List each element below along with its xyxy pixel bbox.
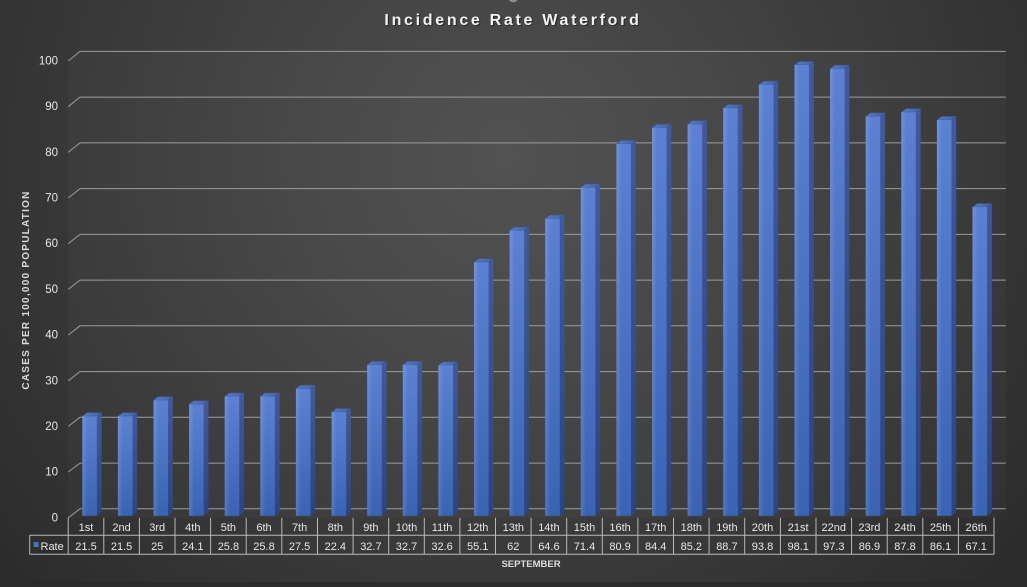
- svg-text:80.9: 80.9: [609, 541, 630, 553]
- svg-text:93.8: 93.8: [752, 541, 773, 553]
- svg-text:6th: 6th: [256, 522, 271, 534]
- svg-text:26th: 26th: [965, 522, 986, 534]
- svg-text:87.8: 87.8: [894, 541, 915, 553]
- svg-text:20th: 20th: [752, 522, 773, 534]
- svg-text:24.1: 24.1: [182, 541, 203, 553]
- svg-text:60: 60: [45, 238, 58, 250]
- svg-text:90: 90: [45, 101, 58, 113]
- svg-text:21.5: 21.5: [111, 541, 132, 553]
- svg-text:27.5: 27.5: [289, 541, 310, 553]
- svg-text:50: 50: [45, 284, 58, 296]
- svg-text:21.5: 21.5: [75, 541, 96, 553]
- svg-text:CASES PER 100,000 POPULATION: CASES PER 100,000 POPULATION: [21, 190, 32, 389]
- svg-text:21st: 21st: [788, 522, 809, 534]
- svg-text:12th: 12th: [467, 522, 488, 534]
- svg-text:10th: 10th: [396, 522, 417, 534]
- svg-text:10: 10: [45, 467, 58, 479]
- svg-text:Incidence Rate Waterford: Incidence Rate Waterford: [384, 12, 641, 29]
- svg-text:22.4: 22.4: [325, 541, 346, 553]
- svg-text:8th: 8th: [328, 522, 343, 534]
- svg-text:88.7: 88.7: [716, 541, 737, 553]
- svg-text:62: 62: [507, 541, 519, 553]
- svg-text:86.1: 86.1: [930, 541, 951, 553]
- svg-text:30: 30: [45, 375, 58, 387]
- svg-text:4th: 4th: [185, 522, 200, 534]
- svg-text:7th: 7th: [292, 522, 307, 534]
- svg-text:13th: 13th: [503, 522, 524, 534]
- svg-text:3rd: 3rd: [149, 522, 165, 534]
- svg-text:40: 40: [45, 330, 58, 342]
- svg-text:Rate: Rate: [41, 541, 64, 553]
- svg-text:32.7: 32.7: [396, 541, 417, 553]
- svg-text:97.3: 97.3: [823, 541, 844, 553]
- svg-text:86.9: 86.9: [859, 541, 880, 553]
- svg-text:16th: 16th: [609, 522, 630, 534]
- svg-text:84.4: 84.4: [645, 541, 666, 553]
- svg-text:23rd: 23rd: [858, 522, 880, 534]
- svg-text:22nd: 22nd: [822, 522, 846, 534]
- svg-text:5th: 5th: [221, 522, 236, 534]
- svg-text:85.2: 85.2: [681, 541, 702, 553]
- svg-text:2nd: 2nd: [112, 522, 130, 534]
- svg-text:80: 80: [45, 147, 58, 159]
- svg-text:20: 20: [45, 421, 58, 433]
- svg-text:24th: 24th: [894, 522, 915, 534]
- svg-text:67.1: 67.1: [965, 541, 986, 553]
- svg-text:1st: 1st: [79, 522, 94, 534]
- svg-text:14th: 14th: [538, 522, 559, 534]
- svg-text:64.6: 64.6: [538, 541, 559, 553]
- svg-text:0: 0: [52, 512, 58, 524]
- svg-text:32.6: 32.6: [431, 541, 452, 553]
- svg-text:Incidence Rate Waterford: Incidence Rate Waterford: [386, 13, 643, 30]
- svg-text:25: 25: [151, 541, 163, 553]
- svg-text:11th: 11th: [432, 522, 453, 534]
- svg-text:15th: 15th: [574, 522, 595, 534]
- svg-text:25.8: 25.8: [218, 541, 239, 553]
- svg-text:9th: 9th: [363, 522, 378, 534]
- svg-text:55.1: 55.1: [467, 541, 488, 553]
- svg-text:17th: 17th: [645, 522, 666, 534]
- svg-text:25.8: 25.8: [253, 541, 274, 553]
- svg-text:98.1: 98.1: [787, 541, 808, 553]
- svg-text:18th: 18th: [681, 522, 702, 534]
- svg-text:25th: 25th: [930, 522, 951, 534]
- svg-text:SEPTEMBER: SEPTEMBER: [501, 559, 560, 570]
- svg-text:70: 70: [45, 193, 58, 205]
- svg-text:100: 100: [39, 56, 58, 68]
- svg-text:71.4: 71.4: [574, 541, 595, 553]
- svg-text:32.7: 32.7: [360, 541, 381, 553]
- svg-text:19th: 19th: [716, 522, 737, 534]
